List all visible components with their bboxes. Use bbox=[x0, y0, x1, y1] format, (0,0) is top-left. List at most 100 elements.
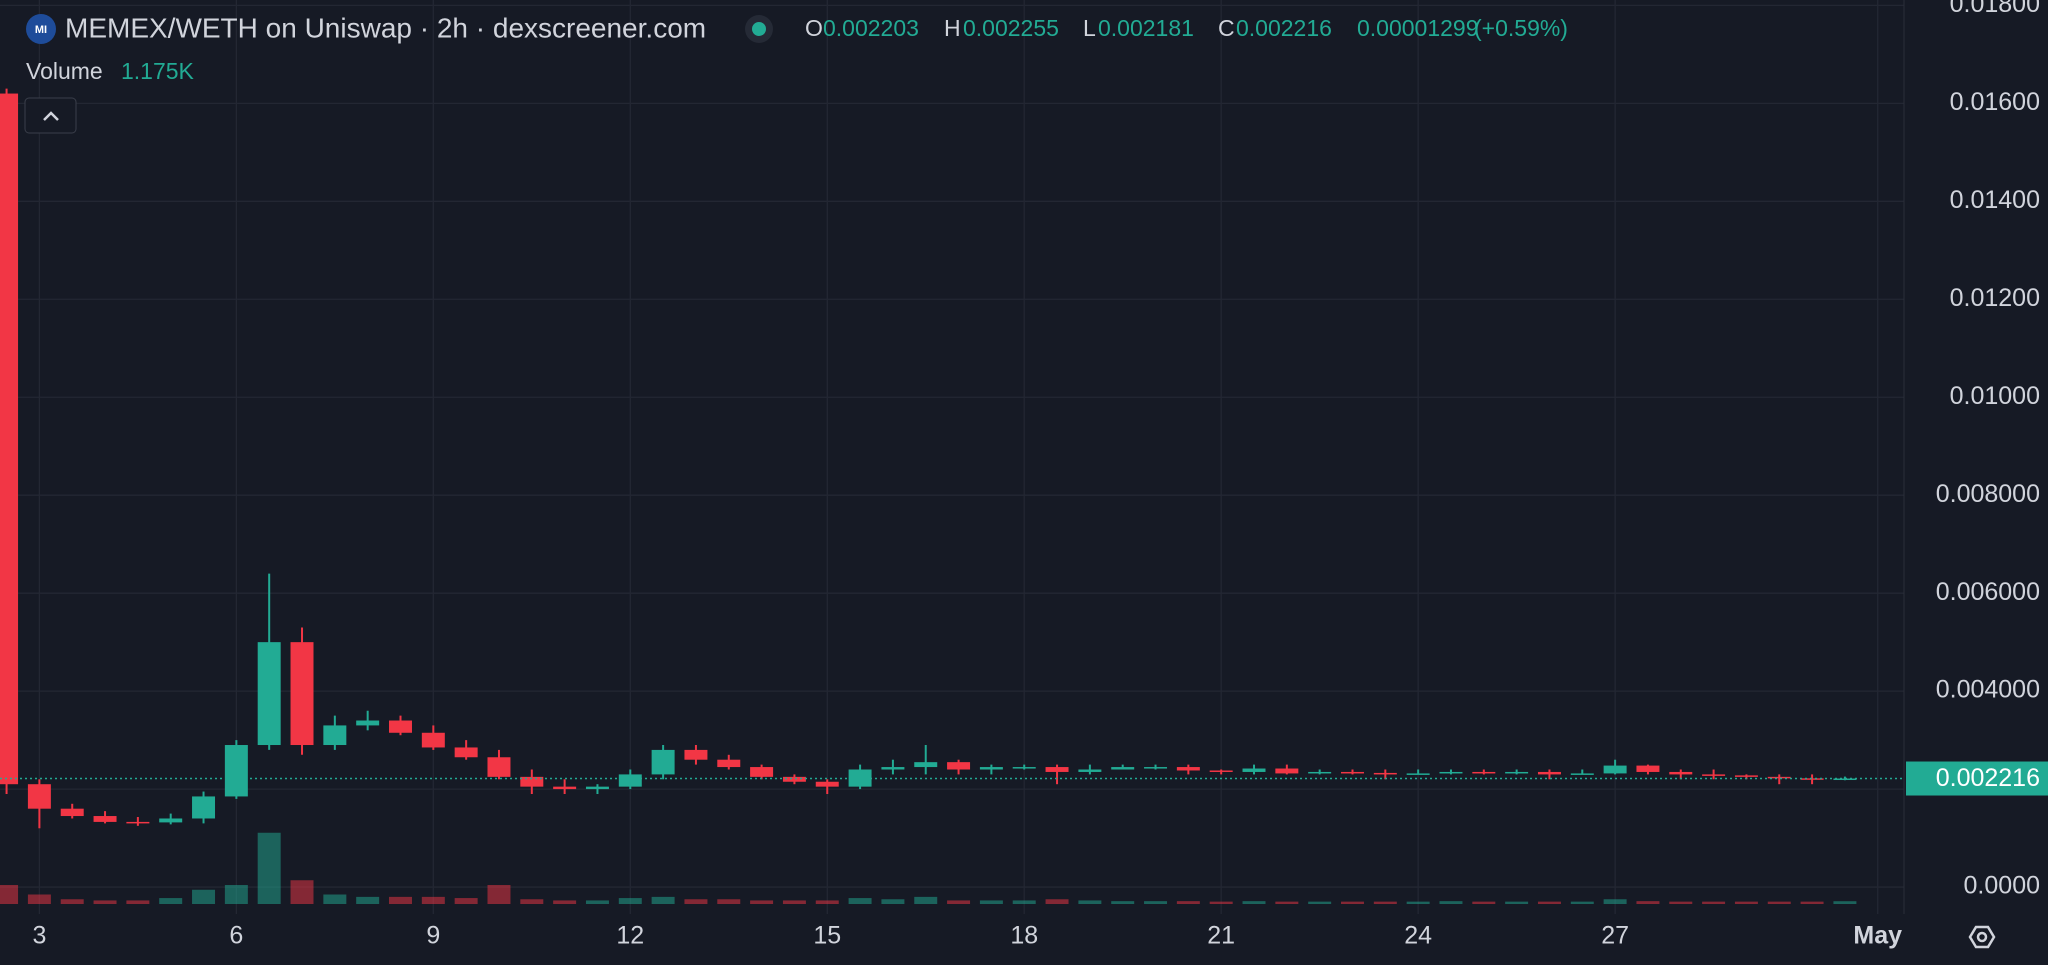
y-tick-label: 0.0000 bbox=[1964, 872, 2040, 900]
chart-title: MEMEX/WETH on Uniswap · 2h · dexscreener… bbox=[65, 12, 706, 43]
candle-body bbox=[323, 725, 347, 746]
candle-body bbox=[27, 784, 51, 809]
open-label: O bbox=[805, 15, 823, 41]
y-tick-label: 0.01200 bbox=[1950, 284, 2040, 312]
candle-body bbox=[0, 93, 19, 785]
candle-body bbox=[1603, 765, 1627, 774]
candle-body bbox=[224, 745, 248, 797]
volume-bar bbox=[979, 900, 1003, 904]
candle-body bbox=[1308, 771, 1332, 774]
candle-body bbox=[651, 749, 675, 775]
low-value: 0.002181 bbox=[1098, 15, 1194, 41]
x-tick-label: 6 bbox=[229, 922, 243, 950]
candle-body bbox=[389, 720, 412, 733]
volume-bar bbox=[1702, 901, 1726, 904]
candle-body bbox=[914, 762, 938, 768]
candle-body bbox=[421, 732, 445, 748]
candle-body bbox=[585, 786, 609, 790]
volume-bar bbox=[1144, 901, 1168, 904]
candle-body bbox=[1636, 765, 1660, 772]
volume-bar bbox=[454, 898, 478, 904]
volume-bar bbox=[1767, 901, 1791, 904]
volume-bar bbox=[1308, 901, 1332, 904]
volume-bar bbox=[257, 832, 281, 904]
candle-body bbox=[93, 816, 117, 822]
candle-body bbox=[159, 818, 183, 823]
candle-body bbox=[1505, 771, 1529, 774]
close-label: C bbox=[1218, 15, 1235, 41]
volume-bar bbox=[848, 898, 872, 904]
y-tick-label: 0.006000 bbox=[1936, 578, 2040, 606]
volume-bar bbox=[192, 889, 216, 904]
volume-bar bbox=[1373, 901, 1397, 904]
candle-body bbox=[1275, 768, 1299, 774]
volume-bar bbox=[1537, 901, 1561, 904]
candle-body bbox=[520, 776, 544, 787]
open-value: 0.002203 bbox=[823, 15, 919, 41]
volume-bar bbox=[0, 885, 19, 904]
y-tick-label: 0.01800 bbox=[1950, 0, 2040, 18]
volume-bar bbox=[1669, 901, 1693, 904]
change-percent: (+0.59%) bbox=[1474, 15, 1568, 41]
volume-bar bbox=[1406, 901, 1430, 904]
candle-body bbox=[1537, 771, 1561, 775]
settings-hex bbox=[1968, 925, 1996, 949]
candle-body bbox=[1045, 767, 1069, 772]
collapse-button[interactable] bbox=[24, 97, 77, 134]
candle-body bbox=[881, 767, 905, 770]
candle-body bbox=[1341, 771, 1364, 774]
volume-bar bbox=[356, 896, 380, 904]
candle-body bbox=[553, 786, 577, 790]
volume-bar bbox=[1341, 901, 1364, 904]
volume-bar bbox=[1570, 901, 1594, 904]
volume-bar bbox=[323, 894, 347, 904]
volume-bar bbox=[651, 896, 675, 904]
x-tick-label: 3 bbox=[32, 922, 46, 950]
volume-bar bbox=[1045, 899, 1069, 904]
x-tick-label: 24 bbox=[1404, 922, 1432, 950]
candle-body bbox=[1176, 767, 1200, 771]
candle-body bbox=[1111, 767, 1135, 770]
candle-body bbox=[979, 767, 1003, 770]
collapse-icon bbox=[43, 111, 59, 121]
volume-bar bbox=[1636, 901, 1660, 904]
volume-bar bbox=[389, 896, 412, 904]
volume-bar bbox=[1800, 901, 1824, 904]
candle-body bbox=[1406, 773, 1430, 775]
volume-bar bbox=[126, 900, 150, 904]
volume-bar bbox=[881, 899, 905, 904]
volume-bar bbox=[93, 900, 117, 904]
volume-bar bbox=[1111, 901, 1135, 904]
candle-body bbox=[684, 749, 708, 760]
candle-body bbox=[618, 774, 642, 787]
x-tick-label: 27 bbox=[1601, 922, 1629, 950]
candle-body bbox=[1669, 771, 1693, 775]
volume-bar bbox=[1078, 900, 1102, 904]
candle-body bbox=[1702, 774, 1726, 776]
candle-body bbox=[356, 720, 380, 726]
volume-bar bbox=[782, 900, 806, 904]
settings-center bbox=[1976, 931, 1988, 943]
candle-body bbox=[1800, 778, 1824, 780]
volume-bar bbox=[487, 885, 511, 904]
x-tick-label: 12 bbox=[616, 922, 644, 950]
volume-bar bbox=[1603, 899, 1627, 904]
candle-body bbox=[717, 759, 741, 768]
y-tick-label: 0.01400 bbox=[1950, 186, 2040, 214]
candle-body bbox=[192, 796, 216, 819]
volume-bar bbox=[1734, 901, 1758, 904]
x-tick-label: May bbox=[1853, 922, 1902, 950]
candle-body bbox=[487, 757, 511, 777]
settings-icon[interactable] bbox=[1968, 925, 1996, 949]
candle-body bbox=[1570, 773, 1594, 775]
status-dot bbox=[752, 22, 766, 36]
volume-bar bbox=[717, 899, 741, 904]
volume-bar bbox=[1833, 901, 1857, 904]
logo bbox=[26, 14, 56, 44]
volume-bar bbox=[224, 885, 248, 904]
volume-bar bbox=[290, 880, 314, 904]
volume-bar bbox=[1505, 901, 1529, 904]
candle-body bbox=[1012, 767, 1036, 769]
candle-body bbox=[947, 762, 971, 770]
